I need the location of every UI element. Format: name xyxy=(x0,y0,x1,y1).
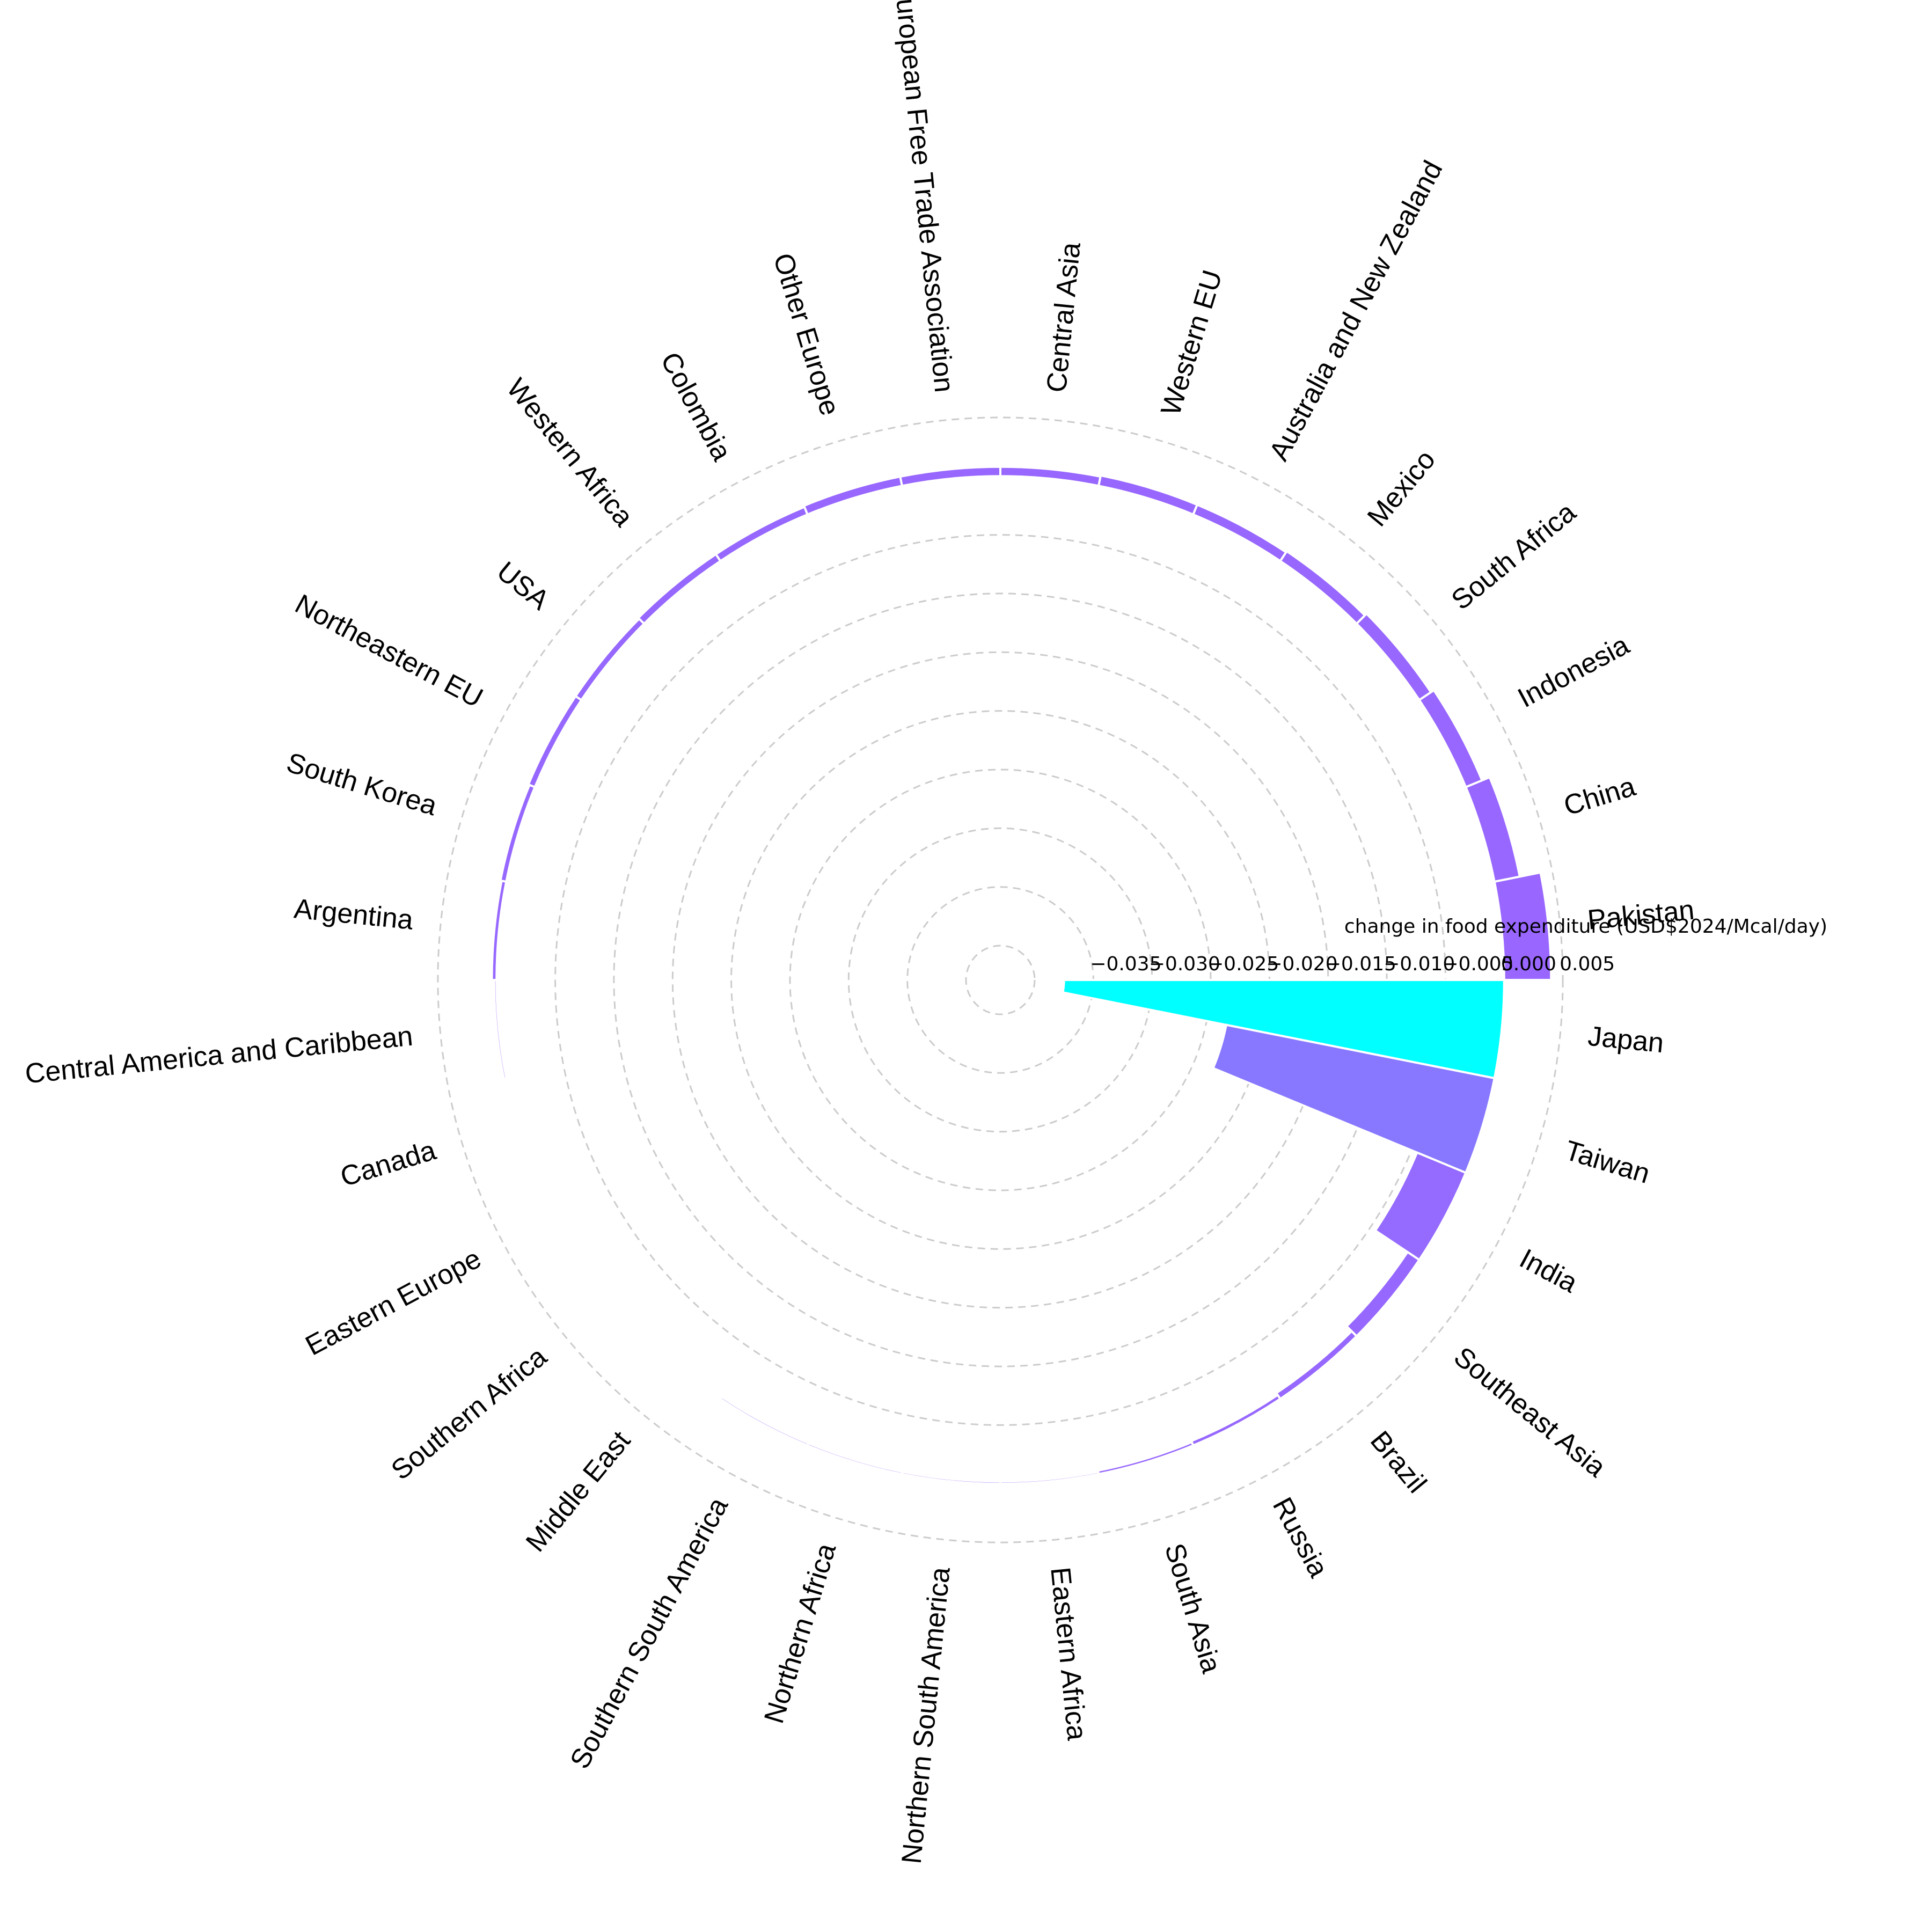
radial-tick-label: 0.005 xyxy=(1560,953,1615,975)
bar-australia-and-new-zealand xyxy=(1191,503,1288,563)
bar-northern-south-america xyxy=(901,1470,1001,1485)
category-label-taiwan: Taiwan xyxy=(1561,1135,1653,1190)
bar-china xyxy=(1464,775,1521,883)
grid-ring xyxy=(437,416,1564,1543)
radial-tick-label: 0.000 xyxy=(1501,953,1556,975)
bar-south-asia xyxy=(1096,1440,1195,1476)
bar-central-america-and-caribbean xyxy=(493,979,508,1080)
category-label-other-europe: Other Europe xyxy=(767,250,845,419)
bar-middle-east xyxy=(642,1334,723,1401)
category-label-northern-africa: Northern Africa xyxy=(758,1540,842,1727)
radial-tick-label: −0.015 xyxy=(1325,953,1396,975)
category-label-usa: USA xyxy=(491,555,555,616)
bar-western-africa xyxy=(636,552,722,626)
category-label-southern-south-america: Southern South America xyxy=(564,1492,734,1774)
category-label-indonesia: Indonesia xyxy=(1513,630,1634,714)
category-label-south-africa: South Africa xyxy=(1446,496,1582,616)
bar-south-korea xyxy=(499,784,537,883)
radial-tick-label: −0.020 xyxy=(1266,953,1337,975)
radial-tick-label: −0.010 xyxy=(1384,953,1455,975)
bar-northern-africa xyxy=(806,1441,904,1476)
category-label-southern-africa: Southern Africa xyxy=(385,1341,553,1486)
category-label-argentina: Argentina xyxy=(292,893,414,936)
category-label-japan: Japan xyxy=(1586,1021,1665,1059)
radial-tick-labels: −0.035−0.030−0.025−0.020−0.015−0.010−0.0… xyxy=(1090,953,1615,975)
bar-india xyxy=(1373,1151,1467,1262)
category-label-russia: Russia xyxy=(1267,1492,1334,1583)
category-label-colombia: Colombia xyxy=(654,347,737,466)
bar-brazil xyxy=(1275,1329,1358,1401)
bar-south-africa xyxy=(1355,612,1433,702)
category-label-southeast-asia: Southeast Asia xyxy=(1448,1341,1612,1483)
bar-european-free-trade-association xyxy=(899,465,1001,487)
bar-russia xyxy=(1190,1393,1282,1447)
radial-tick-label: −0.005 xyxy=(1442,953,1513,975)
radial-axis-label: change in food expenditure (USD$2024/Mca… xyxy=(1344,916,1827,938)
bar-pakistan xyxy=(1493,871,1553,981)
category-label-northeastern-eu: Northeastern EU xyxy=(290,588,488,714)
category-label-south-korea: South Korea xyxy=(283,747,441,822)
bar-canada xyxy=(503,1077,537,1175)
bar-indonesia xyxy=(1417,689,1484,789)
bar-southern-africa xyxy=(580,1257,647,1338)
category-label-central-asia: Central Asia xyxy=(1041,241,1087,394)
category-label-south-asia: South Asia xyxy=(1159,1540,1227,1677)
grid-ring xyxy=(965,945,1036,1015)
bar-western-eu xyxy=(1097,474,1199,516)
bar-eastern-africa xyxy=(999,1470,1100,1485)
category-label-mexico: Mexico xyxy=(1362,444,1441,532)
category-label-middle-east: Middle East xyxy=(520,1425,637,1557)
bar-central-asia xyxy=(999,465,1102,487)
bar-southeast-asia xyxy=(1345,1250,1421,1338)
category-label-brazil: Brazil xyxy=(1364,1425,1432,1499)
bar-other-europe xyxy=(802,475,904,516)
bar-mexico xyxy=(1278,550,1367,626)
bar-argentina xyxy=(491,879,508,981)
bar-group xyxy=(491,465,1553,1485)
category-label-china: China xyxy=(1560,771,1639,822)
category-label-western-eu: Western EU xyxy=(1155,267,1228,419)
bar-usa xyxy=(574,617,646,702)
category-label-western-africa: Western Africa xyxy=(500,373,639,533)
bar-colombia xyxy=(714,505,809,563)
radial-tick-label: −0.030 xyxy=(1149,953,1220,975)
radial-tick-label: −0.025 xyxy=(1208,953,1279,975)
bar-eastern-europe xyxy=(532,1171,583,1262)
category-label-eastern-africa: Eastern Africa xyxy=(1044,1566,1092,1742)
category-label-european-free-trade-association: European Free Trade Association xyxy=(888,0,960,394)
category-label-australia-and-new-zealand: Australia and New Zealand xyxy=(1263,156,1449,466)
bar-southern-south-america xyxy=(719,1395,810,1447)
bar-northeastern-eu xyxy=(526,694,583,789)
category-label-central-america-and-caribbean: Central America and Caribbean xyxy=(24,1021,414,1090)
radial-tick-label: −0.035 xyxy=(1090,953,1161,975)
category-label-india: India xyxy=(1514,1243,1583,1299)
category-label-canada: Canada xyxy=(337,1135,440,1192)
category-label-eastern-europe: Eastern Europe xyxy=(301,1243,486,1362)
category-label-northern-south-america: Northern South America xyxy=(896,1565,956,1865)
